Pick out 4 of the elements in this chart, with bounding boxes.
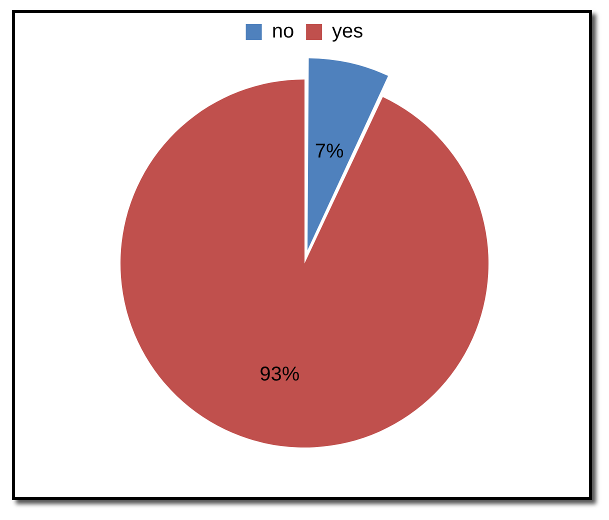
legend-label: yes: [332, 20, 364, 43]
data-label: 93%: [260, 363, 300, 386]
legend-label: no: [272, 20, 294, 43]
data-label: 7%: [314, 140, 344, 163]
